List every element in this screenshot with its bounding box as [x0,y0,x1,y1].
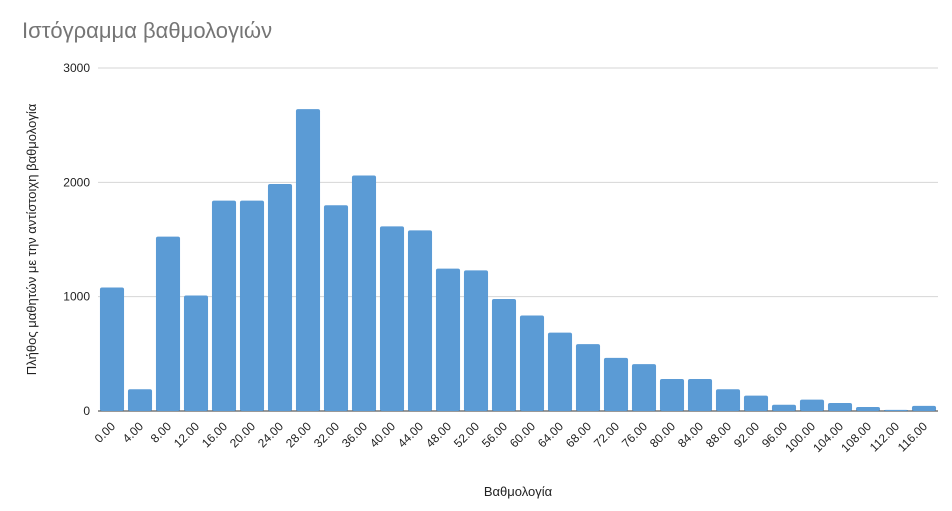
x-tick-label: 60.00 [507,419,538,450]
bar [127,389,153,411]
bars [99,109,937,411]
bar [911,405,937,411]
bar [603,357,629,411]
bar [519,315,545,411]
x-tick-label: 88.00 [703,419,734,450]
x-tick-label: 36.00 [339,419,370,450]
bar [463,270,489,411]
x-tick-label: 16.00 [199,419,230,450]
x-tick-label: 112.00 [867,419,902,454]
x-tick-label: 48.00 [423,419,454,450]
bar [435,268,461,411]
bar [855,406,881,411]
bar [379,226,405,411]
x-tick-label: 52.00 [451,419,482,450]
y-axis-title: Πλήθος μαθητών με την αντίστοιχη βαθμολο… [24,103,39,375]
x-tick-label: 44.00 [395,419,426,450]
bar [659,378,685,411]
x-tick-label: 8.00 [148,419,175,446]
x-tick-label: 100.00 [782,419,818,455]
bar [575,344,601,411]
bar [771,404,797,411]
bar [547,332,573,411]
y-tick-label: 0 [83,404,90,418]
y-tick-label: 2000 [63,175,90,189]
y-tick-label: 3000 [63,61,90,75]
bar [239,200,265,411]
bar [267,184,293,411]
bar [183,295,209,411]
x-tick-label: 72.00 [591,419,622,450]
y-tick-label: 1000 [63,290,90,304]
x-tick-label: 108.00 [838,419,874,455]
x-tick-label: 24.00 [255,419,286,450]
x-tick-label: 56.00 [479,419,510,450]
x-tick-label: 12.00 [171,419,202,450]
bar [211,200,237,411]
bar [351,175,377,411]
x-tick-label: 92.00 [731,419,762,450]
x-tick-label: 20.00 [227,419,258,450]
x-tick-label: 32.00 [311,419,342,450]
x-tick-label: 68.00 [563,419,594,450]
x-tick-label: 40.00 [367,419,398,450]
x-tick-label: 0.00 [92,419,119,446]
bar [799,399,825,411]
x-tick-label: 4.00 [120,419,147,446]
y-tick-labels: 0 1000 2000 3000 [63,61,90,418]
bar [883,409,909,411]
x-tick-label: 84.00 [675,419,706,450]
x-tick-labels: 0.00 4.00 8.0012.0016.0020.0024.0028.0032.… [92,419,931,455]
bar [491,298,517,411]
chart-title: Ιστόγραμμα βαθμολογιών [22,18,273,43]
bar [155,236,181,411]
x-tick-label: 80.00 [647,419,678,450]
x-tick-label: 116.00 [895,419,930,454]
grid-lines [98,67,938,412]
bar [743,395,769,411]
bar [99,287,125,411]
x-tick-label: 64.00 [535,419,566,450]
bar [631,364,657,411]
bar [295,109,321,411]
x-tick-label: 104.00 [810,419,846,455]
x-tick-label: 76.00 [619,419,650,450]
bar [323,205,349,411]
bar [715,389,741,411]
bar [687,378,713,411]
bar [827,402,853,411]
x-tick-label: 28.00 [283,419,314,450]
x-axis-title: Βαθμολογία [484,484,553,499]
bar [407,230,433,411]
